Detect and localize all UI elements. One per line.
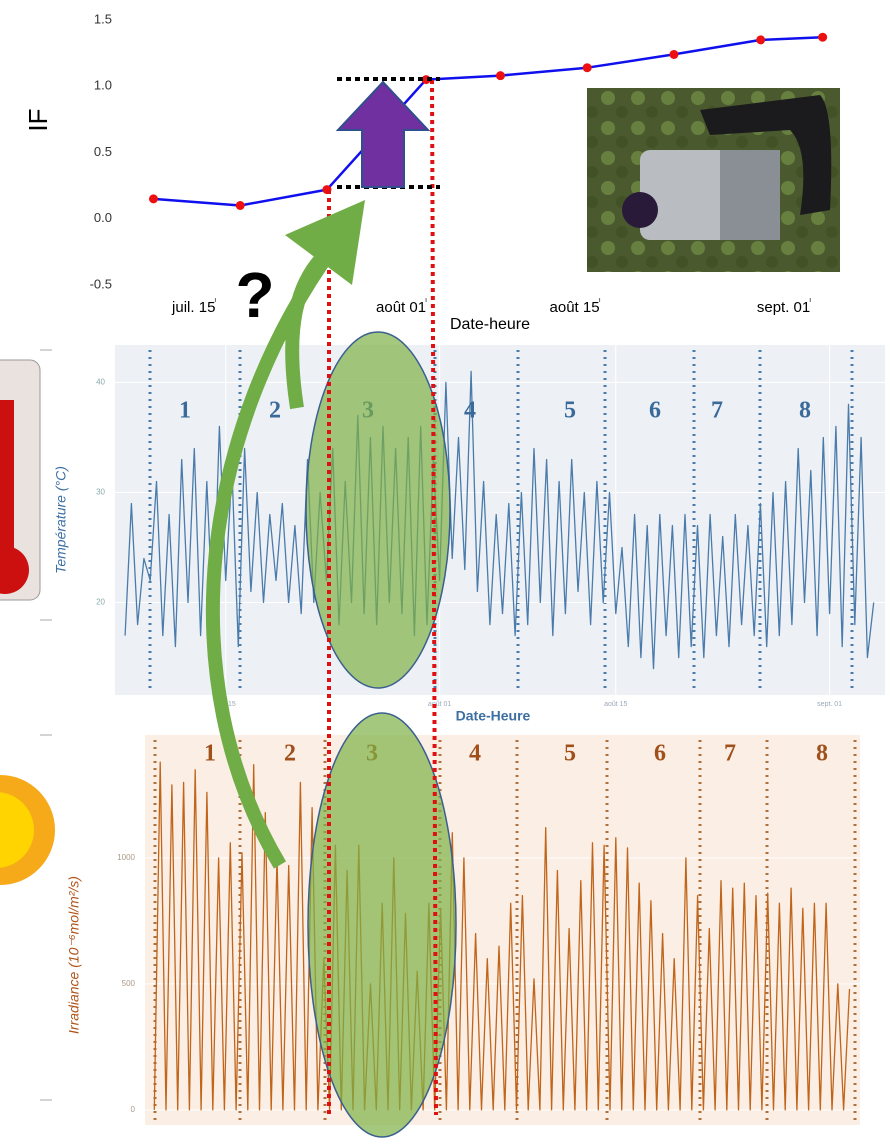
period-label: 1	[204, 741, 216, 767]
influence-arrow	[285, 244, 335, 410]
period-label: 2	[269, 398, 281, 424]
x-axis-label: Date-heure	[450, 316, 530, 333]
x-tick-label: août 15	[550, 299, 600, 316]
period-label: 7	[711, 398, 723, 424]
y-tick-label: 1.0	[94, 78, 112, 93]
y-tick-label: 1.5	[94, 11, 112, 26]
y-tick-label: 1000	[117, 853, 135, 862]
y-axis-label: IF	[23, 108, 53, 131]
period-label: 8	[799, 398, 811, 424]
arrow-head	[285, 200, 365, 285]
y-tick-label: 0.0	[94, 210, 112, 225]
period-label: 5	[564, 741, 576, 767]
period-label: 6	[654, 741, 666, 767]
y-tick-label: 500	[122, 979, 136, 988]
x-tick-label: août 15	[604, 701, 627, 708]
period-label: 1	[179, 398, 191, 424]
y-tick-label: 0.5	[94, 144, 112, 159]
period-label: 7	[724, 741, 736, 767]
data-point	[582, 63, 592, 73]
x-tick-label: sept. 01	[817, 701, 842, 708]
y-tick-label: -0.5	[90, 276, 112, 291]
question-mark: ?	[235, 259, 274, 331]
data-point	[756, 35, 766, 45]
data-point	[148, 194, 158, 204]
thermometer-icon	[0, 359, 41, 601]
bracket	[40, 349, 52, 1101]
data-line	[124, 370, 875, 670]
period-label: 2	[284, 741, 296, 767]
charts: -0.5 0.0 0.5 1.0 1.5 juil. 15 août 01 août 15 se…	[23, 11, 885, 1120]
highlight-ellipse	[307, 712, 457, 1138]
period-label: 6	[649, 398, 661, 424]
data-line	[153, 761, 851, 1111]
influence-arrow	[205, 240, 341, 869]
y-tick-label: 20	[96, 598, 105, 607]
y-tick-label: 30	[96, 488, 105, 497]
period-label: 8	[816, 741, 828, 767]
y-tick-label: 0	[131, 1105, 136, 1114]
period-label: 4	[464, 398, 476, 424]
data-point	[818, 32, 828, 42]
data-point	[495, 71, 505, 81]
y-axis-label: Température (°C)	[53, 466, 69, 574]
x-tick-label: sept. 01	[757, 299, 810, 316]
y-axis-label: Irradiance (10⁻⁶mol/m²/s)	[66, 876, 82, 1034]
x-tick-label: août 01	[428, 701, 451, 708]
temperature-panel	[115, 345, 885, 695]
period-label: 5	[564, 398, 576, 424]
y-tick-label: 40	[96, 378, 105, 387]
highlight-ellipse	[305, 331, 451, 689]
x-axis-label: Date-Heure	[456, 708, 531, 724]
data-point	[235, 201, 245, 210]
sun-icon	[0, 775, 55, 885]
data-point	[669, 49, 679, 59]
photo	[587, 88, 840, 272]
x-tick-label: août 01	[376, 299, 426, 316]
x-tick-label: juil. 15	[171, 299, 215, 316]
increase-arrow	[335, 80, 431, 188]
period-label: 4	[469, 741, 481, 767]
